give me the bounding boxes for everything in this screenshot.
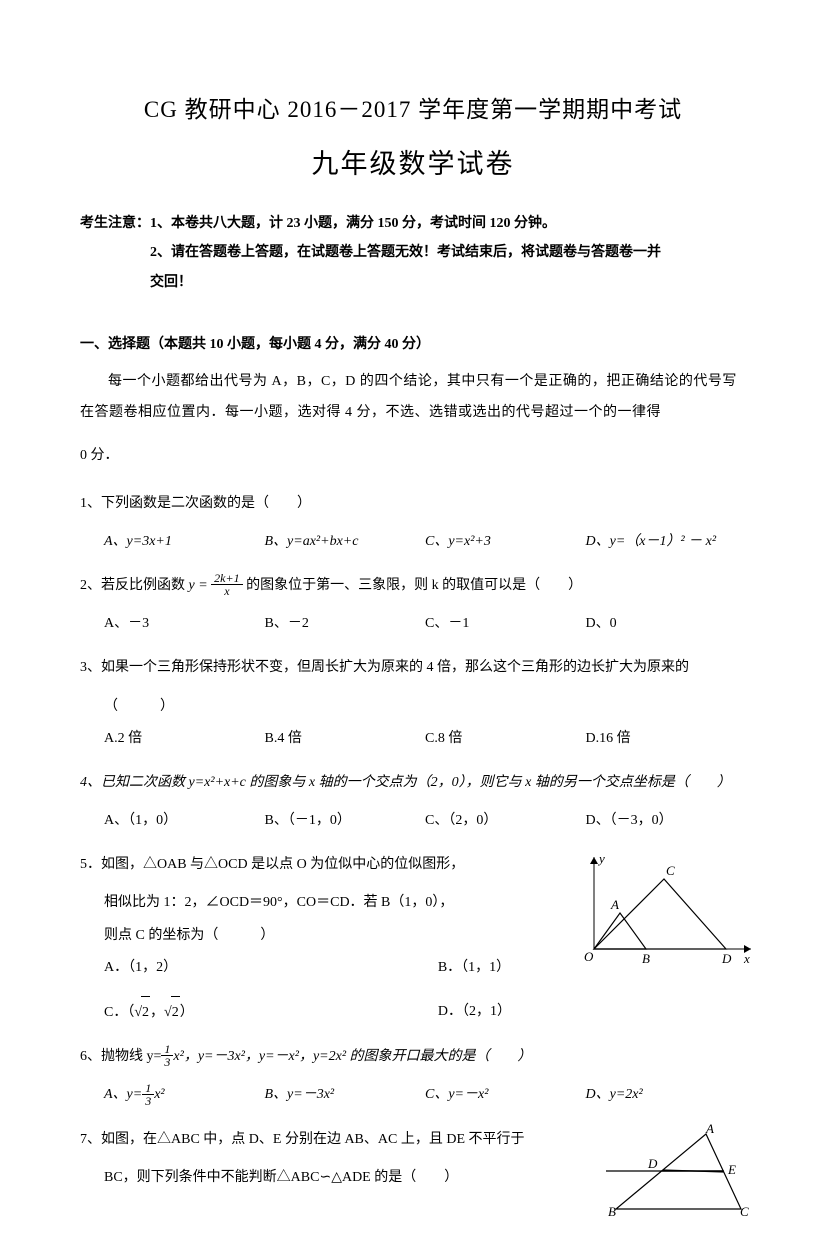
q5-options-row2: C．（√2，√2） D．（2，1） [80, 996, 746, 1029]
q4-options: A、（1，0） B、（－1，0） C、（2，0） D、（－3，0） [80, 805, 746, 837]
sqrt-icon: √2 [164, 996, 180, 1029]
q4-opt-c: C、（2，0） [425, 805, 586, 837]
q2-options: A、－3 B、－2 C、－1 D、0 [80, 608, 746, 640]
section-1-title: 一、选择题（本题共 10 小题，每小题 4 分，满分 40 分） [80, 333, 746, 353]
notice-line-1: 考生注意：1、本卷共八大题，计 23 小题，满分 150 分，考试时间 120 … [80, 209, 746, 238]
q4-opt-b: B、（－1，0） [265, 805, 426, 837]
q2-frac-den: x [211, 585, 242, 597]
q2-stem: 2、若反比例函数 y = 2k+1 x 的图象位于第一、三象限，则 k 的取值可… [80, 570, 746, 602]
svg-text:B: B [642, 951, 650, 966]
q4-stem: 4、已知二次函数 y=x²+x+c 的图象与 x 轴的一个交点为（2，0），则它… [80, 767, 746, 799]
notice-line-2: 2、请在答题卷上答题，在试题卷上答题无效！考试结束后，将试题卷与答题卷一并 [80, 238, 746, 267]
title-sub: 九年级数学试卷 [80, 142, 746, 181]
q6-stem: 6、抛物线 y=13x²，y=－3x²，y=－x²，y=2x² 的图象开口最大的… [80, 1041, 746, 1073]
q5-opt-a: A．（1，2） [104, 952, 438, 984]
exam-page: CG 教研中心 2016－2017 学年度第一学期期中考试 九年级数学试卷 考生… [0, 0, 826, 1238]
question-5: 5．如图，△OAB 与△OCD 是以点 O 为位似中心的位似图形， 相似比为 1… [80, 849, 746, 1029]
q5-svg-icon: y x O A B C D [576, 849, 756, 969]
q4-opt-d: D、（－3，0） [586, 805, 747, 837]
q3-blank: （ ） [80, 691, 746, 723]
question-6: 6、抛物线 y=13x²，y=－3x²，y=－x²，y=2x² 的图象开口最大的… [80, 1041, 746, 1111]
q6-opt-b: B、y=－3x² [265, 1079, 426, 1111]
title-main: CG 教研中心 2016－2017 学年度第一学期期中考试 [80, 90, 746, 124]
q2-opt-d: D、0 [586, 608, 747, 640]
question-1: 1、下列函数是二次函数的是（ ） A、y=3x+1 B、y=ax²+bx+c C… [80, 488, 746, 558]
q1-opt-a: A、y=3x+1 [104, 526, 265, 558]
section-1-zerop: 0 分． [80, 441, 746, 472]
q2-pre: 2、若反比例函数 [80, 578, 185, 593]
svg-text:A: A [705, 1124, 714, 1136]
q5-figure: y x O A B C D [576, 849, 756, 982]
section-1-desc: 每一个小题都给出代号为 A，B，C，D 的四个结论，其中只有一个是正确的，把正确… [80, 367, 746, 429]
q1-options: A、y=3x+1 B、y=ax²+bx+c C、y=x²+3 D、y=（x－1）… [80, 526, 746, 558]
q1-opt-d: D、y=（x－1）² － x² [586, 526, 747, 558]
q7-svg-icon: A B C D E [606, 1124, 756, 1219]
q6-opt-c: C、y=－x² [425, 1079, 586, 1111]
question-2: 2、若反比例函数 y = 2k+1 x 的图象位于第一、三象限，则 k 的取值可… [80, 570, 746, 640]
svg-text:C: C [740, 1204, 749, 1219]
svg-text:y: y [597, 851, 605, 866]
question-7: 7、如图，在△ABC 中，点 D、E 分别在边 AB、AC 上，且 DE 不平行… [80, 1124, 746, 1194]
svg-text:D: D [647, 1156, 658, 1171]
notice-line-3: 交回！ [80, 268, 746, 297]
svg-text:x: x [743, 951, 750, 966]
q2-opt-a: A、－3 [104, 608, 265, 640]
question-4: 4、已知二次函数 y=x²+x+c 的图象与 x 轴的一个交点为（2，0），则它… [80, 767, 746, 837]
q3-options: A.2 倍 B.4 倍 C.8 倍 D.16 倍 [80, 723, 746, 755]
q6-frac: 13 [161, 1043, 173, 1068]
q1-stem: 1、下列函数是二次函数的是（ ） [80, 488, 746, 520]
q3-opt-c: C.8 倍 [425, 723, 586, 755]
svg-text:A: A [610, 897, 619, 912]
q1-opt-b: B、y=ax²+bx+c [265, 526, 426, 558]
svg-text:O: O [584, 949, 594, 964]
q4-opt-a: A、（1，0） [104, 805, 265, 837]
svg-text:E: E [727, 1162, 736, 1177]
q2-post: 的图象位于第一、三象限，则 k 的取值可以是（ ） [246, 578, 582, 593]
q1-opt-c: C、y=x²+3 [425, 526, 586, 558]
q2-opt-c: C、－1 [425, 608, 586, 640]
q5-opt-c: C．（√2，√2） [104, 996, 438, 1029]
q3-opt-b: B.4 倍 [265, 723, 426, 755]
q6-opt-d: D、y=2x² [586, 1079, 747, 1111]
q7-figure: A B C D E [606, 1124, 756, 1232]
q5-opt-d: D．（2，1） [438, 996, 746, 1029]
svg-text:D: D [721, 951, 732, 966]
svg-text:C: C [666, 863, 675, 878]
question-3: 3、如果一个三角形保持形状不变，但周长扩大为原来的 4 倍，那么这个三角形的边长… [80, 652, 746, 755]
svg-text:B: B [608, 1204, 616, 1219]
q2-opt-b: B、－2 [265, 608, 426, 640]
q6-opt-a: A、y=13x² [104, 1079, 265, 1111]
notice: 考生注意：1、本卷共八大题，计 23 小题，满分 150 分，考试时间 120 … [80, 209, 746, 297]
q3-opt-a: A.2 倍 [104, 723, 265, 755]
q6-options: A、y=13x² B、y=－3x² C、y=－x² D、y=2x² [80, 1079, 746, 1111]
q2-formula: y = [189, 578, 212, 593]
q3-opt-d: D.16 倍 [586, 723, 747, 755]
q2-fraction: 2k+1 x [211, 572, 242, 597]
sqrt-icon: √2 [134, 996, 150, 1029]
q3-stem: 3、如果一个三角形保持形状不变，但周长扩大为原来的 4 倍，那么这个三角形的边长… [80, 652, 746, 684]
